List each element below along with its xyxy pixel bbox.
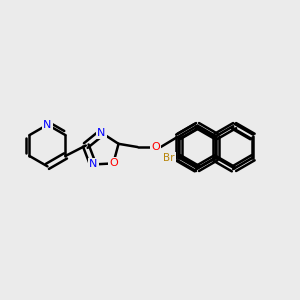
Text: Br: Br	[164, 153, 175, 163]
Text: O: O	[151, 142, 160, 152]
Text: O: O	[109, 158, 118, 168]
Text: N: N	[43, 120, 52, 130]
Text: N: N	[98, 128, 106, 138]
Text: N: N	[89, 160, 97, 170]
